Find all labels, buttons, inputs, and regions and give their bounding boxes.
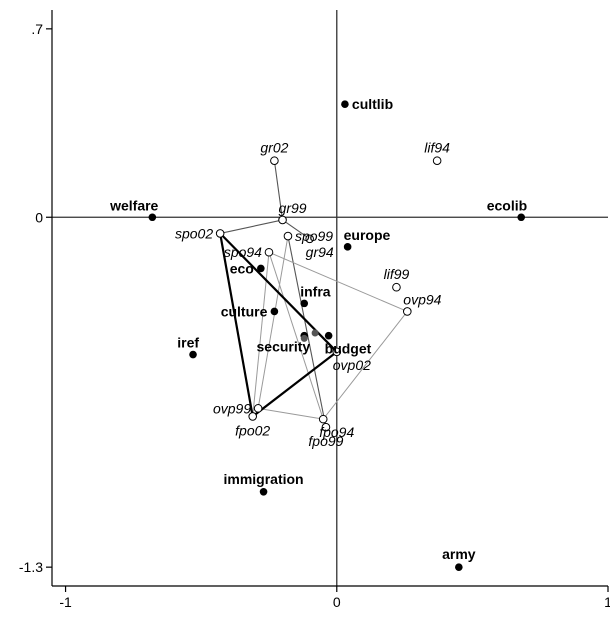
data-points — [148, 100, 526, 571]
party-point-spo02 — [215, 229, 225, 238]
axes: .7 0 -1.3 -1 0 1 — [19, 10, 610, 610]
party-label-spo94: spo94 — [224, 244, 262, 260]
issue-label-europe: europe — [344, 227, 391, 243]
party-point-fpo02 — [248, 412, 258, 421]
issue-label-security: security — [257, 339, 311, 355]
x-tick-label: 1 — [604, 594, 610, 610]
party-label-fpo02: fpo02 — [235, 422, 270, 438]
issue-point-budget — [324, 331, 333, 340]
issue-label-immigration: immigration — [223, 471, 303, 487]
party-point-ovp99 — [253, 404, 263, 413]
x-tick-label: -1 — [59, 594, 72, 610]
party-point-spo99 — [283, 231, 293, 241]
y-tick-label: 0 — [35, 209, 43, 225]
issue-label-infra: infra — [300, 283, 331, 299]
issue-point-iref — [189, 350, 197, 359]
issue-label-ecolib: ecolib — [487, 197, 527, 213]
data-labels: cultlib welfare ecolib europe eco culture infr… — [109, 96, 527, 562]
party-label-gr02: gr02 — [260, 140, 288, 156]
party-label-lif99: lif99 — [384, 266, 410, 282]
issue-point-ecolib — [517, 213, 526, 222]
x-tick-label: 0 — [333, 594, 341, 610]
party-label-spo99: spo99 — [295, 228, 333, 244]
connection-line — [219, 232, 338, 418]
party-point-lif94 — [432, 156, 442, 166]
party-point-gr02 — [270, 156, 279, 166]
party-point-fpo99 — [321, 422, 331, 432]
party-label-gr94: gr94 — [306, 244, 334, 260]
issue-point-welfare — [148, 213, 157, 222]
party-label-ovp94: ovp94 — [403, 291, 441, 307]
issue-label-budget: budget — [325, 341, 372, 357]
party-point-fpo94 — [318, 414, 328, 424]
connection-line — [258, 251, 408, 420]
connection-line — [257, 236, 289, 409]
party-point-gr94 — [305, 234, 314, 244]
party-label-ovp02: ovp02 — [333, 357, 371, 373]
party-label-fpo94: fpo94 — [319, 424, 354, 440]
unlabeled-point — [300, 334, 308, 342]
connection-line — [287, 235, 327, 428]
y-tick-label: -1.3 — [19, 559, 43, 575]
issue-label-cultlib: cultlib — [352, 96, 393, 112]
party-point-lif99 — [392, 282, 401, 292]
party-point-ovp02 — [332, 347, 342, 357]
issue-point-army — [455, 563, 463, 571]
issue-label-culture: culture — [221, 303, 268, 319]
issue-point-infra — [300, 299, 309, 308]
party-point-gr99 — [278, 215, 287, 225]
issue-label-eco: eco — [230, 260, 254, 276]
party-label-spo02: spo02 — [175, 225, 213, 241]
issue-point-cultlib — [341, 100, 349, 109]
party-label-gr99: gr99 — [279, 200, 307, 216]
unlabeled-point — [311, 329, 319, 337]
party-point-ovp94 — [402, 307, 412, 316]
party-label-lif94: lif94 — [424, 140, 450, 156]
party-label-fpo99: fpo99 — [308, 433, 343, 449]
party-label-ovp99: ovp99 — [213, 400, 251, 416]
issue-label-iref: iref — [177, 335, 199, 351]
connection-line — [268, 252, 324, 420]
issue-point-culture — [270, 307, 279, 316]
issue-point-immigration — [259, 487, 268, 496]
party-point-spo94 — [264, 247, 274, 257]
connection-lines — [219, 160, 408, 428]
issue-point-europe — [343, 243, 352, 251]
issue-label-army: army — [442, 546, 476, 562]
issue-label-welfare: welfare — [109, 197, 158, 213]
connection-line — [220, 219, 283, 234]
reference-lines — [52, 10, 608, 586]
issue-point-eco — [257, 264, 265, 273]
y-tick-label: .7 — [31, 21, 43, 37]
